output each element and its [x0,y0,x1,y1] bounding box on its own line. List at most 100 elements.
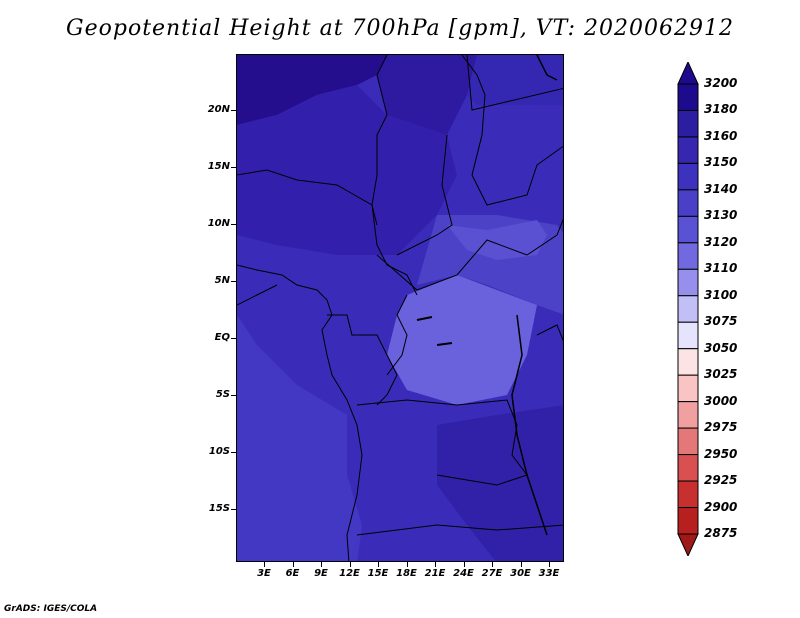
colorbar-segment [677,268,699,297]
border-chad-sudan [396,134,453,256]
y-axis-tick [231,281,236,282]
x-axis-tick [378,562,379,567]
contour-region-northwest-darkest [237,55,387,125]
x-axis-tick [549,562,550,567]
colorbar-label: 2900 [704,499,738,514]
map-svg [237,55,563,561]
colorbar-bottom-arrow [677,533,699,556]
software-credit: GrADS: IGES/COLA [4,604,98,614]
y-axis-tick [231,338,236,339]
colorbar-label: 3140 [704,181,738,196]
border-namibia-zambia [356,524,563,536]
colorbar-label: 3200 [704,76,738,90]
colorbar-label: 2925 [704,473,738,488]
contour-region-northeast [467,55,563,105]
contour-region-southeast [437,405,563,561]
x-axis-label: 6E [285,568,300,579]
colorbar-label: 3120 [704,234,738,249]
colorbar-segment [677,295,699,323]
x-axis-label: 3E [257,568,271,579]
x-axis-label: 15E [367,568,389,579]
colorbar-label: 3150 [704,155,738,170]
coastline-gulf-guinea [237,284,278,306]
colorbar-label: 3025 [704,367,738,382]
colorbar-label: 3110 [704,261,738,276]
lake-victoria-shore [536,324,563,342]
colorbar-label: 3180 [704,102,738,117]
x-axis-label: 24E [453,568,474,579]
y-axis-label: 20N [207,104,230,115]
border-gabon-congo [327,314,398,406]
colorbar-segment [677,189,699,217]
x-axis-tick [292,562,294,567]
y-axis-tick [231,509,236,510]
y-axis-label: 5S [215,389,230,400]
colorbar-label: 2975 [704,420,738,435]
border-angola-zambia [436,474,528,486]
colorbar-label: 3100 [704,287,738,302]
y-axis-label: EQ [214,332,230,343]
colorbar-segment [677,454,699,482]
border-drc-angola [356,399,528,476]
colorbar-segment [677,109,699,138]
colorbar-label: 3075 [704,314,738,329]
colorbar-label: 2875 [704,526,738,540]
colorbar-segment [677,162,699,191]
colorbar-segment [677,348,699,376]
colorbar-label: 3160 [704,128,738,143]
y-axis-label: 10S [208,446,230,457]
congo-river-marks [416,316,453,346]
map-title: Geopotential Height at 700hPa [gpm], VT:… [66,16,734,41]
x-axis-label: 18E [396,568,417,579]
colorbar [677,62,699,556]
colorbar-label: 3050 [704,340,738,355]
x-axis-label: 12E [339,568,360,579]
x-axis-label: 27E [481,568,503,579]
x-axis-tick [492,562,493,567]
y-axis-tick [231,452,236,453]
y-axis-label: 15N [207,161,230,172]
contour-region-southwest [237,315,362,561]
x-axis-label: 30E [510,568,531,579]
border-congo-drc [386,294,408,376]
y-axis-tick [231,224,236,225]
border-nigeria-cameroon [371,204,418,296]
border-mali-niger [237,169,373,206]
colorbar-segment [677,215,699,244]
colorbar-segment [677,507,699,535]
colorbar-segment [677,427,699,456]
colorbar-segment [677,401,699,429]
x-axis-label: 33E [538,568,560,579]
colorbar-segment [677,242,699,270]
y-axis-tick [231,395,236,396]
y-axis-tick [231,110,236,111]
y-axis-label: 15S [208,503,230,514]
colorbar-segment [677,374,699,403]
colorbar-top-arrow [677,62,699,85]
contour-region-south-sudan [447,220,547,260]
y-axis-label: 5N [214,275,230,286]
x-axis-tick [321,562,322,567]
x-axis-tick [435,562,436,567]
colorbar-segment [677,83,699,111]
great-lakes-rift [511,314,548,536]
x-axis-tick [463,562,465,567]
contour-region-congo-basin [387,275,537,405]
y-axis-label: 10N [207,218,230,229]
border-libya-egypt-sudan [466,55,563,111]
x-axis-tick [520,562,522,567]
contour-region-north-dark [377,55,477,135]
y-axis-tick [231,167,236,168]
colorbar-label: 3130 [704,208,738,223]
x-axis-tick [406,562,408,567]
colorbar-segment [677,136,699,164]
colorbar-label: 3000 [704,393,738,408]
colorbar-segment [677,321,699,350]
coastline-west [237,264,363,561]
x-axis-tick [264,562,265,567]
map-plot-area [236,54,564,562]
border-car-sudan [376,218,563,291]
colorbar-segment [677,480,699,509]
x-axis-tick [349,562,351,567]
red-sea-coast [536,55,558,81]
